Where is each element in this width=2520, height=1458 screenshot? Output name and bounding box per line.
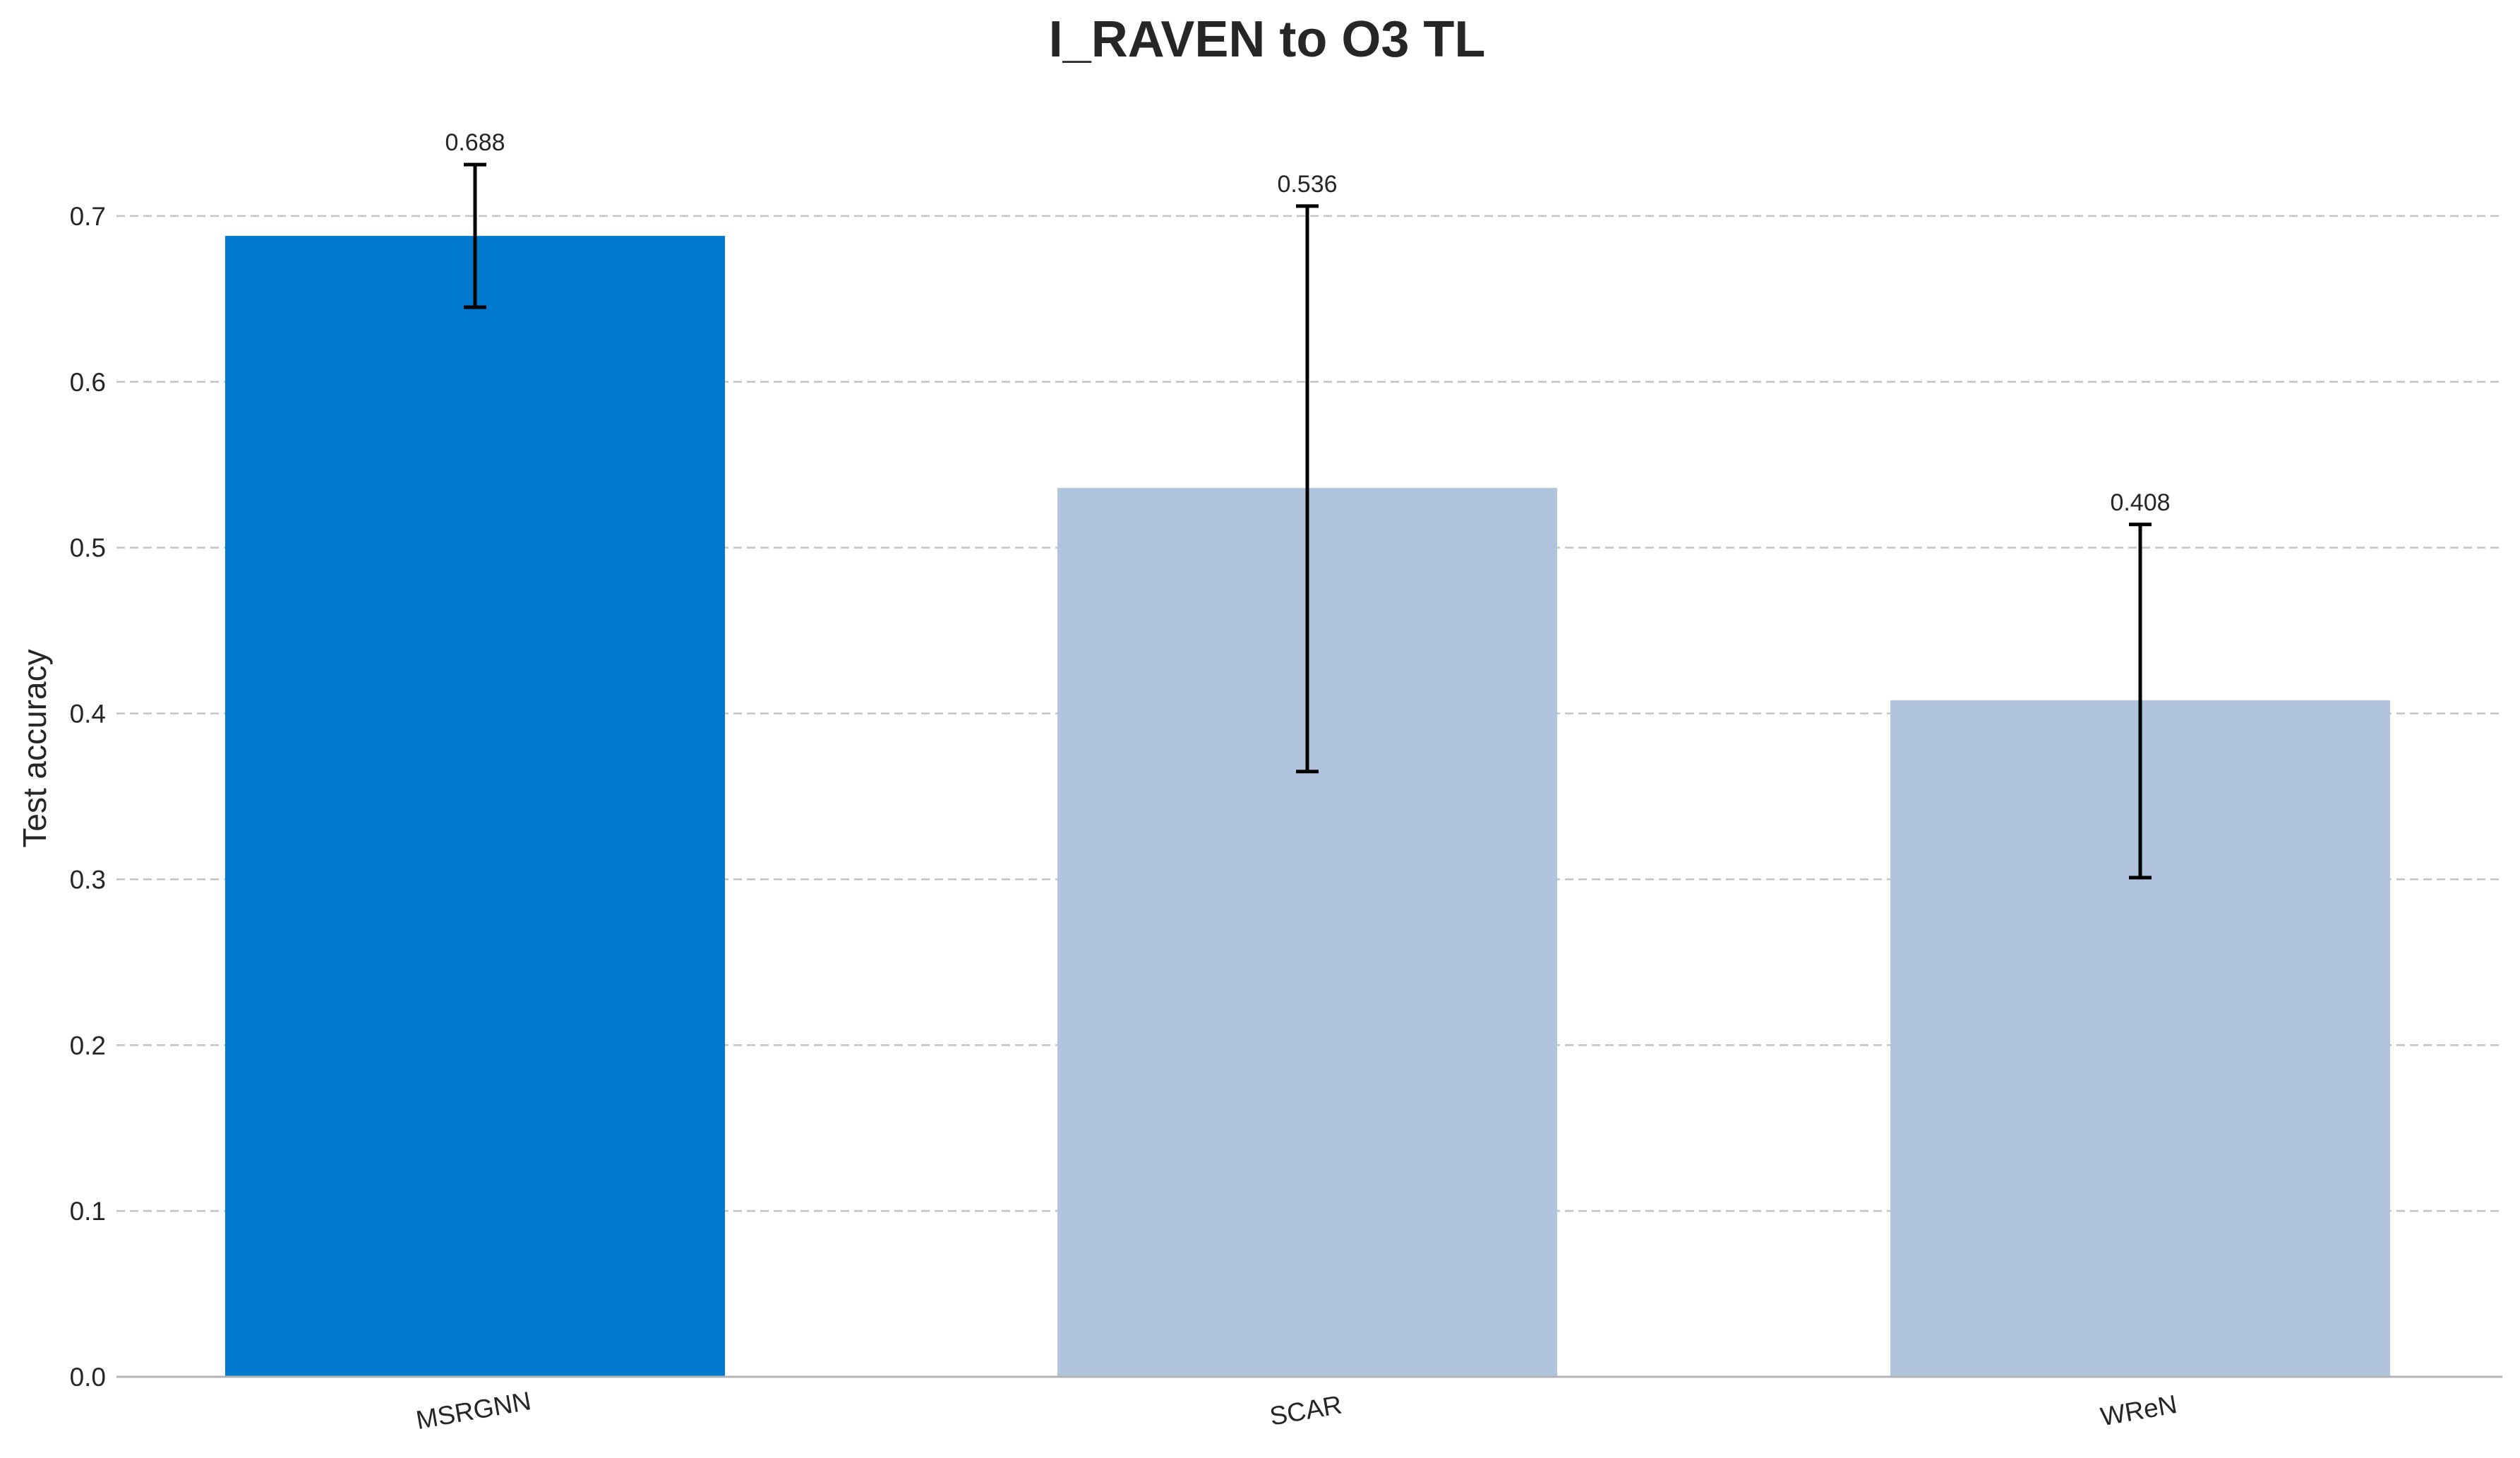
y-tick-label: 0.4 [70,700,106,729]
chart-title: I_RAVEN to O3 TL [1049,11,1486,68]
data-label-wren: 0.408 [2110,489,2170,516]
y-tick-labels: 0.0 0.1 0.2 0.3 0.4 0.5 0.6 0.7 [70,202,106,1392]
error-bar-scar [1296,204,1319,774]
y-tick-label: 0.6 [70,368,106,397]
error-bars [464,162,2152,880]
bar-msrgnn [225,236,725,1378]
y-tick-label: 0.5 [70,534,106,563]
y-tick-label: 0.2 [70,1031,106,1060]
data-label-scar: 0.536 [1277,171,1337,198]
bars [225,236,2390,1378]
x-tick-label-msrgnn: MSRGNN [414,1386,533,1435]
y-tick-label: 0.0 [70,1363,106,1392]
data-label-msrgnn: 0.688 [445,129,505,156]
y-tick-label: 0.7 [70,202,106,231]
y-tick-label: 0.3 [70,865,106,894]
error-bar-wren [2129,522,2152,880]
y-axis-label: Test accuracy [16,649,53,847]
data-labels: 0.688 0.536 0.408 [445,129,2170,516]
x-tick-label-wren: WReN [2099,1390,2179,1431]
error-bar-msrgnn [464,162,486,309]
x-tick-labels: MSRGNN SCAR WReN [414,1386,2179,1435]
y-tick-label: 0.1 [70,1197,106,1226]
x-tick-label-scar: SCAR [1268,1390,1344,1431]
